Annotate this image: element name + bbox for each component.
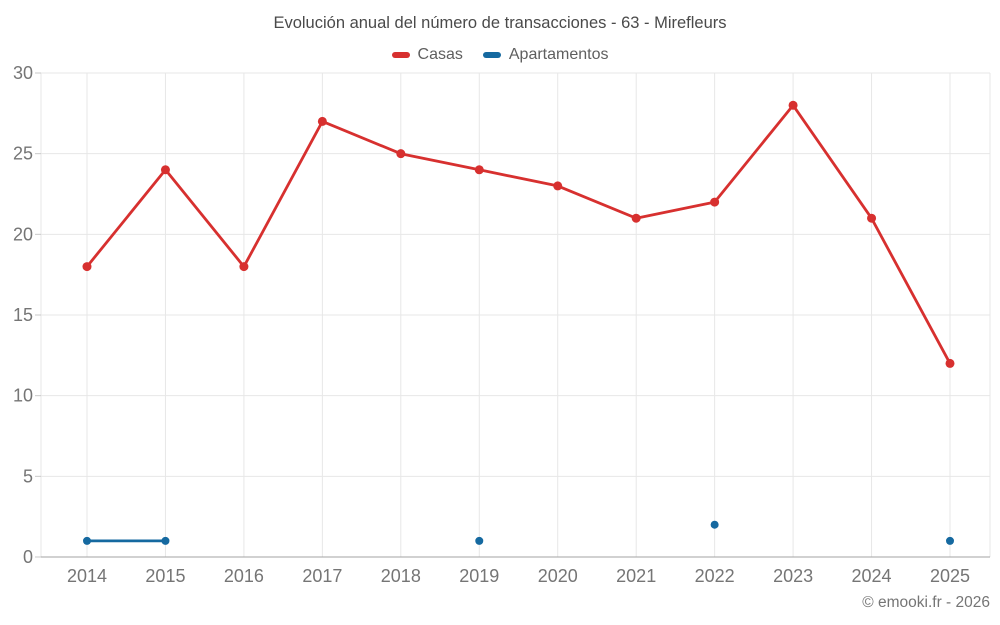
apartamentos-series-swatch-icon — [482, 52, 501, 58]
y-tick-label: 10 — [13, 386, 33, 406]
x-tick-label: 2014 — [67, 566, 107, 586]
data-point-apartamentos-2014 — [83, 536, 91, 545]
x-tick-label: 2021 — [616, 566, 656, 586]
data-point-casas-2022 — [710, 197, 720, 207]
data-point-apartamentos-2015 — [161, 536, 170, 545]
x-tick-label: 2019 — [459, 566, 499, 586]
x-tick-label: 2017 — [302, 566, 342, 586]
y-tick-label: 5 — [23, 466, 33, 486]
series-line-casas — [85, 103, 952, 365]
x-tick-label: 2025 — [930, 566, 970, 586]
x-tick-label: 2020 — [538, 566, 578, 586]
chart-title: Evolución anual del número de transaccio… — [273, 14, 727, 32]
legend-item-apartamentos[interactable]: Apartamentos — [482, 46, 609, 64]
data-point-apartamentos-2025 — [946, 536, 954, 545]
copyright-credit: © emooki.fr - 2026 — [862, 594, 990, 611]
data-point-casas-2015 — [160, 165, 170, 175]
data-point-casas-2021 — [631, 213, 641, 223]
x-tick-label: 2022 — [695, 566, 735, 586]
x-tick-label: 2024 — [852, 566, 892, 586]
x-tick-label: 2023 — [773, 566, 813, 586]
x-tick-label: 2016 — [224, 566, 264, 586]
casas-series-swatch-icon — [391, 52, 410, 58]
y-tick-label: 15 — [13, 305, 33, 325]
data-point-casas-2024 — [867, 213, 877, 223]
x-tick-label: 2018 — [381, 566, 421, 586]
data-point-casas-2020 — [553, 181, 563, 191]
chart-legend: Casas Apartamentos — [0, 46, 1000, 64]
legend-label-casas: Casas — [417, 46, 463, 63]
data-point-casas-2016 — [239, 262, 249, 272]
data-point-casas-2023 — [788, 100, 798, 110]
data-point-casas-2025 — [945, 358, 955, 368]
y-tick-label: 25 — [13, 144, 33, 164]
data-point-casas-2019 — [474, 165, 484, 175]
x-tick-label: 2015 — [145, 566, 185, 586]
data-point-apartamentos-2019 — [475, 536, 484, 545]
legend-item-casas[interactable]: Casas — [391, 46, 463, 64]
data-point-casas-2014 — [82, 262, 92, 272]
y-tick-label: 20 — [13, 224, 33, 244]
legend-label-apartamentos: Apartamentos — [508, 46, 609, 63]
data-point-casas-2018 — [396, 149, 406, 159]
y-tick-label: 0 — [23, 547, 33, 567]
data-point-apartamentos-2022 — [710, 520, 719, 529]
data-point-casas-2017 — [317, 116, 327, 126]
y-tick-label: 30 — [13, 63, 33, 83]
